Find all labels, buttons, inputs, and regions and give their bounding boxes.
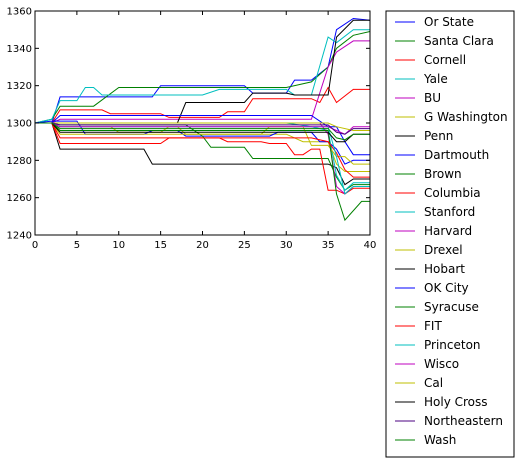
y-tick-label: 1240 <box>7 231 32 242</box>
legend-label: Penn <box>424 129 453 143</box>
axis-ticks <box>34 10 371 236</box>
series-line-7 <box>34 120 370 165</box>
legend-label: Harvard <box>424 224 472 238</box>
legend-label: Holy Cross <box>424 395 488 409</box>
legend-label: Wisco <box>424 357 459 371</box>
x-tick-label: 0 <box>32 240 38 251</box>
x-tick-label: 5 <box>74 240 80 251</box>
legend-label: Cornell <box>424 53 466 67</box>
y-tick-label: 1360 <box>7 7 32 18</box>
series-line-22 <box>35 122 370 141</box>
legend-label: Stanford <box>424 205 475 219</box>
legend-label: Drexel <box>424 243 463 257</box>
legend-label: BU <box>424 91 441 105</box>
x-tick-label: 10 <box>112 240 125 251</box>
series-line-9 <box>35 122 370 195</box>
legend-label: Santa Clara <box>424 34 494 48</box>
series-line-1 <box>34 31 371 124</box>
y-tick-label: 1260 <box>7 193 32 204</box>
legend-label: Northeastern <box>424 414 503 428</box>
series-line-8 <box>35 122 370 191</box>
series-line-20 <box>35 122 370 143</box>
series-line-19 <box>35 122 370 131</box>
legend-label: Columbia <box>424 186 481 200</box>
series-line-13 <box>35 19 370 124</box>
series-line-10 <box>35 122 370 191</box>
legend-label: Dartmouth <box>424 148 489 162</box>
x-tick-label: 35 <box>322 240 335 251</box>
x-tick-label: 20 <box>196 240 209 251</box>
series-line-6 <box>35 122 370 186</box>
x-tick-label: 25 <box>238 240 251 251</box>
legend-label: Yale <box>423 72 448 86</box>
series-line-16 <box>35 122 370 178</box>
series-line-15 <box>35 122 370 222</box>
legend-label: G Washington <box>424 110 508 124</box>
x-tick-label: 15 <box>154 240 167 251</box>
legend-label: Brown <box>424 167 462 181</box>
series-layer <box>34 17 371 222</box>
legend-label: Syracuse <box>424 300 479 314</box>
legend-label: Princeton <box>424 338 481 352</box>
y-tick-label: 1340 <box>7 44 32 55</box>
x-tick-label: 40 <box>364 240 377 251</box>
legend: Or State Santa Clara Cornell Yale BU G Washin… <box>395 15 508 447</box>
axis-tick-labels: 0 5 10 15 20 25 30 35 40 1240 1260 1280 1300 1320 1340… <box>7 7 377 252</box>
legend-label: FIT <box>424 319 442 333</box>
y-tick-label: 1300 <box>7 119 32 130</box>
series-line-0 <box>35 17 371 124</box>
series-line-4 <box>35 40 370 124</box>
series-line-3 <box>34 29 370 124</box>
legend-label: Or State <box>424 15 474 29</box>
y-tick-label: 1320 <box>7 81 32 92</box>
legend-label: Cal <box>424 376 443 390</box>
series-line-2 <box>35 86 370 124</box>
legend-label: Hobart <box>424 262 465 276</box>
legend-label: OK City <box>424 281 469 295</box>
legend-label: Wash <box>424 433 456 447</box>
y-tick-label: 1280 <box>7 156 32 167</box>
series-line-21 <box>35 122 370 135</box>
x-tick-label: 30 <box>280 240 293 251</box>
